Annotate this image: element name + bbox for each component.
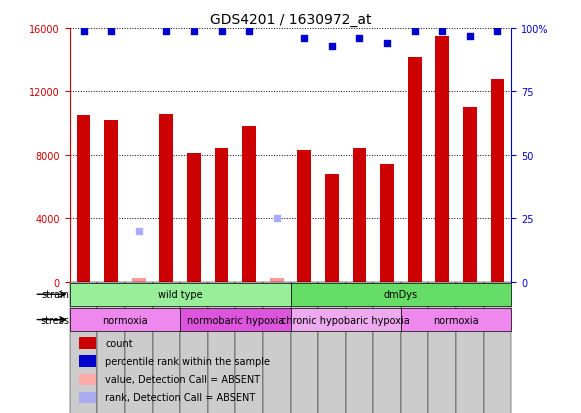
Bar — [78, 374, 96, 385]
Point — [189, 28, 199, 35]
Point — [245, 28, 254, 35]
Bar — [270, 279, 284, 282]
Text: wild type: wild type — [158, 290, 202, 299]
Bar — [159, 114, 173, 282]
FancyBboxPatch shape — [208, 282, 235, 413]
FancyBboxPatch shape — [125, 282, 152, 413]
Point — [410, 28, 419, 35]
Text: dmDys: dmDys — [384, 290, 418, 299]
FancyBboxPatch shape — [318, 282, 346, 413]
FancyBboxPatch shape — [290, 283, 511, 306]
FancyBboxPatch shape — [70, 309, 180, 331]
FancyBboxPatch shape — [263, 282, 290, 413]
Bar — [325, 174, 339, 282]
Text: percentile rank within the sample: percentile rank within the sample — [105, 356, 270, 366]
Bar — [435, 37, 449, 282]
Text: rank, Detection Call = ABSENT: rank, Detection Call = ABSENT — [105, 392, 255, 403]
Bar — [78, 337, 96, 349]
Text: count: count — [105, 338, 132, 348]
FancyBboxPatch shape — [180, 309, 290, 331]
Bar — [353, 149, 367, 282]
Bar — [490, 79, 504, 282]
FancyBboxPatch shape — [290, 282, 318, 413]
FancyBboxPatch shape — [346, 282, 374, 413]
Bar — [463, 108, 477, 282]
FancyBboxPatch shape — [484, 282, 511, 413]
FancyBboxPatch shape — [70, 283, 290, 306]
Text: normoxia: normoxia — [433, 315, 479, 325]
FancyBboxPatch shape — [401, 282, 429, 413]
Text: normoxia: normoxia — [102, 315, 148, 325]
FancyBboxPatch shape — [401, 309, 511, 331]
Point — [217, 28, 226, 35]
Text: normobaric hypoxia: normobaric hypoxia — [187, 315, 284, 325]
Point — [493, 28, 502, 35]
Text: chronic hypobaric hypoxia: chronic hypobaric hypoxia — [281, 315, 410, 325]
Point — [355, 36, 364, 43]
Bar — [77, 116, 91, 282]
Point — [162, 28, 171, 35]
FancyBboxPatch shape — [374, 282, 401, 413]
Point — [465, 33, 475, 40]
FancyBboxPatch shape — [456, 282, 484, 413]
Bar — [132, 279, 146, 282]
Bar — [380, 165, 394, 282]
Bar — [78, 356, 96, 367]
FancyBboxPatch shape — [429, 282, 456, 413]
Point — [79, 28, 88, 35]
FancyBboxPatch shape — [235, 282, 263, 413]
Bar — [214, 149, 228, 282]
Point — [134, 228, 144, 235]
Bar — [408, 57, 422, 282]
FancyBboxPatch shape — [180, 282, 208, 413]
Point — [382, 41, 392, 47]
Point — [106, 28, 116, 35]
Bar — [242, 127, 256, 282]
Bar — [297, 151, 311, 282]
Bar — [104, 121, 118, 282]
Bar — [78, 392, 96, 403]
FancyBboxPatch shape — [290, 309, 401, 331]
FancyBboxPatch shape — [70, 282, 98, 413]
Text: strain: strain — [42, 290, 70, 299]
Point — [327, 43, 336, 50]
Point — [272, 215, 281, 222]
Title: GDS4201 / 1630972_at: GDS4201 / 1630972_at — [210, 12, 371, 26]
Point — [300, 36, 309, 43]
Bar — [187, 154, 201, 282]
Text: stress: stress — [41, 315, 70, 325]
Text: value, Detection Call = ABSENT: value, Detection Call = ABSENT — [105, 375, 260, 385]
FancyBboxPatch shape — [152, 282, 180, 413]
Point — [437, 28, 447, 35]
FancyBboxPatch shape — [98, 282, 125, 413]
